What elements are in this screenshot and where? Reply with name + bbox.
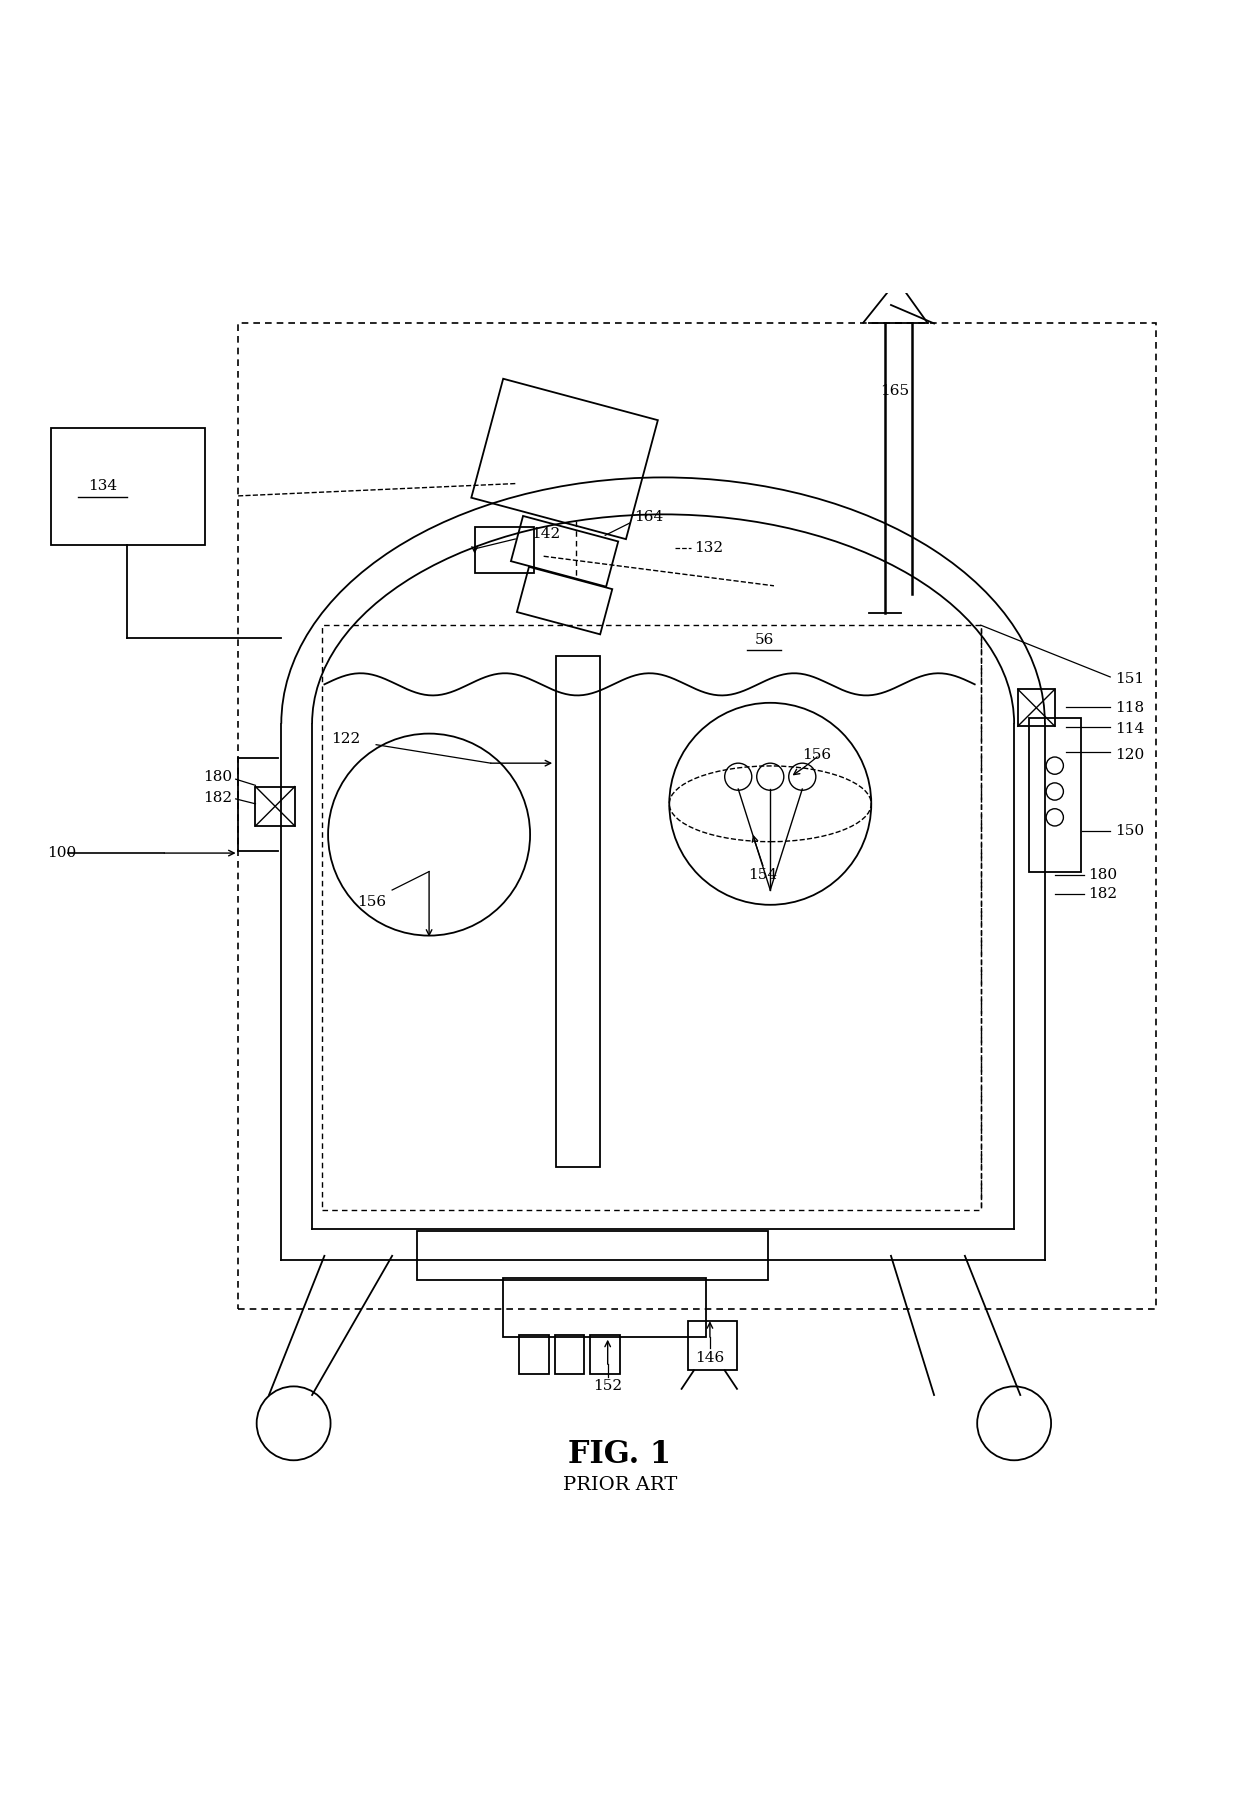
Text: 150: 150 xyxy=(1115,823,1145,838)
Text: 151: 151 xyxy=(1115,672,1145,687)
Text: 118: 118 xyxy=(1115,701,1145,714)
Text: 142: 142 xyxy=(532,527,560,541)
Text: 134: 134 xyxy=(88,480,118,492)
Text: FIG. 1: FIG. 1 xyxy=(568,1439,672,1470)
Text: 164: 164 xyxy=(634,511,663,523)
Text: 56: 56 xyxy=(754,632,774,647)
Text: 146: 146 xyxy=(696,1352,724,1365)
Text: PRIOR ART: PRIOR ART xyxy=(563,1475,677,1494)
Text: 100: 100 xyxy=(47,847,77,859)
Text: 114: 114 xyxy=(1115,721,1145,736)
Text: 180: 180 xyxy=(203,770,232,783)
Text: 165: 165 xyxy=(880,383,909,398)
Text: 122: 122 xyxy=(331,732,360,745)
Text: 132: 132 xyxy=(694,541,723,554)
Text: 152: 152 xyxy=(593,1379,622,1394)
Text: 156: 156 xyxy=(357,896,386,908)
Text: 120: 120 xyxy=(1115,747,1145,761)
Text: 182: 182 xyxy=(203,790,232,805)
Text: 156: 156 xyxy=(802,747,831,761)
Text: 182: 182 xyxy=(1087,887,1117,901)
Text: 180: 180 xyxy=(1087,869,1117,883)
Text: 154: 154 xyxy=(748,869,777,883)
